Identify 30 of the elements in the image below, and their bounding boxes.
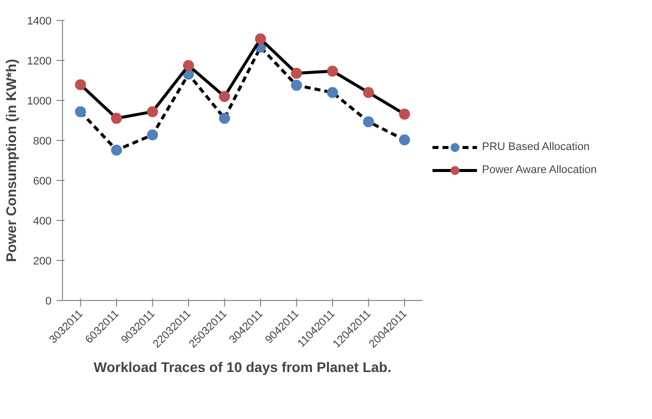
y-tick-label: 1200 [27,56,52,68]
point [147,106,158,118]
point [327,87,338,98]
point [219,112,230,124]
point [399,134,410,146]
x-axis-title: Workload Traces of 10 days from Planet Lab. [94,359,392,376]
y-tick-label: 800 [33,136,52,148]
y-tick-label: 1000 [27,96,52,108]
point [363,87,374,98]
point [183,60,194,71]
y-tick-label: 1400 [27,16,52,28]
point [327,66,338,77]
y-tick-label: 200 [33,256,52,268]
y-tick-label: 0 [45,296,52,308]
y-tick-label: 400 [33,216,52,228]
legend-label: Power Aware Allocation [482,164,597,176]
point [363,116,374,128]
y-axis-title: Power Consumption (in KW*h) [3,59,20,262]
point [111,144,122,156]
y-tick-label: 600 [33,176,52,188]
point [399,108,410,120]
point [75,79,86,90]
point [291,80,302,91]
point [255,33,266,44]
point [219,91,230,102]
point [75,106,86,118]
point [291,68,302,79]
point [147,129,158,140]
legend-label: PRU Based Allocation [482,141,590,153]
point [111,112,122,124]
